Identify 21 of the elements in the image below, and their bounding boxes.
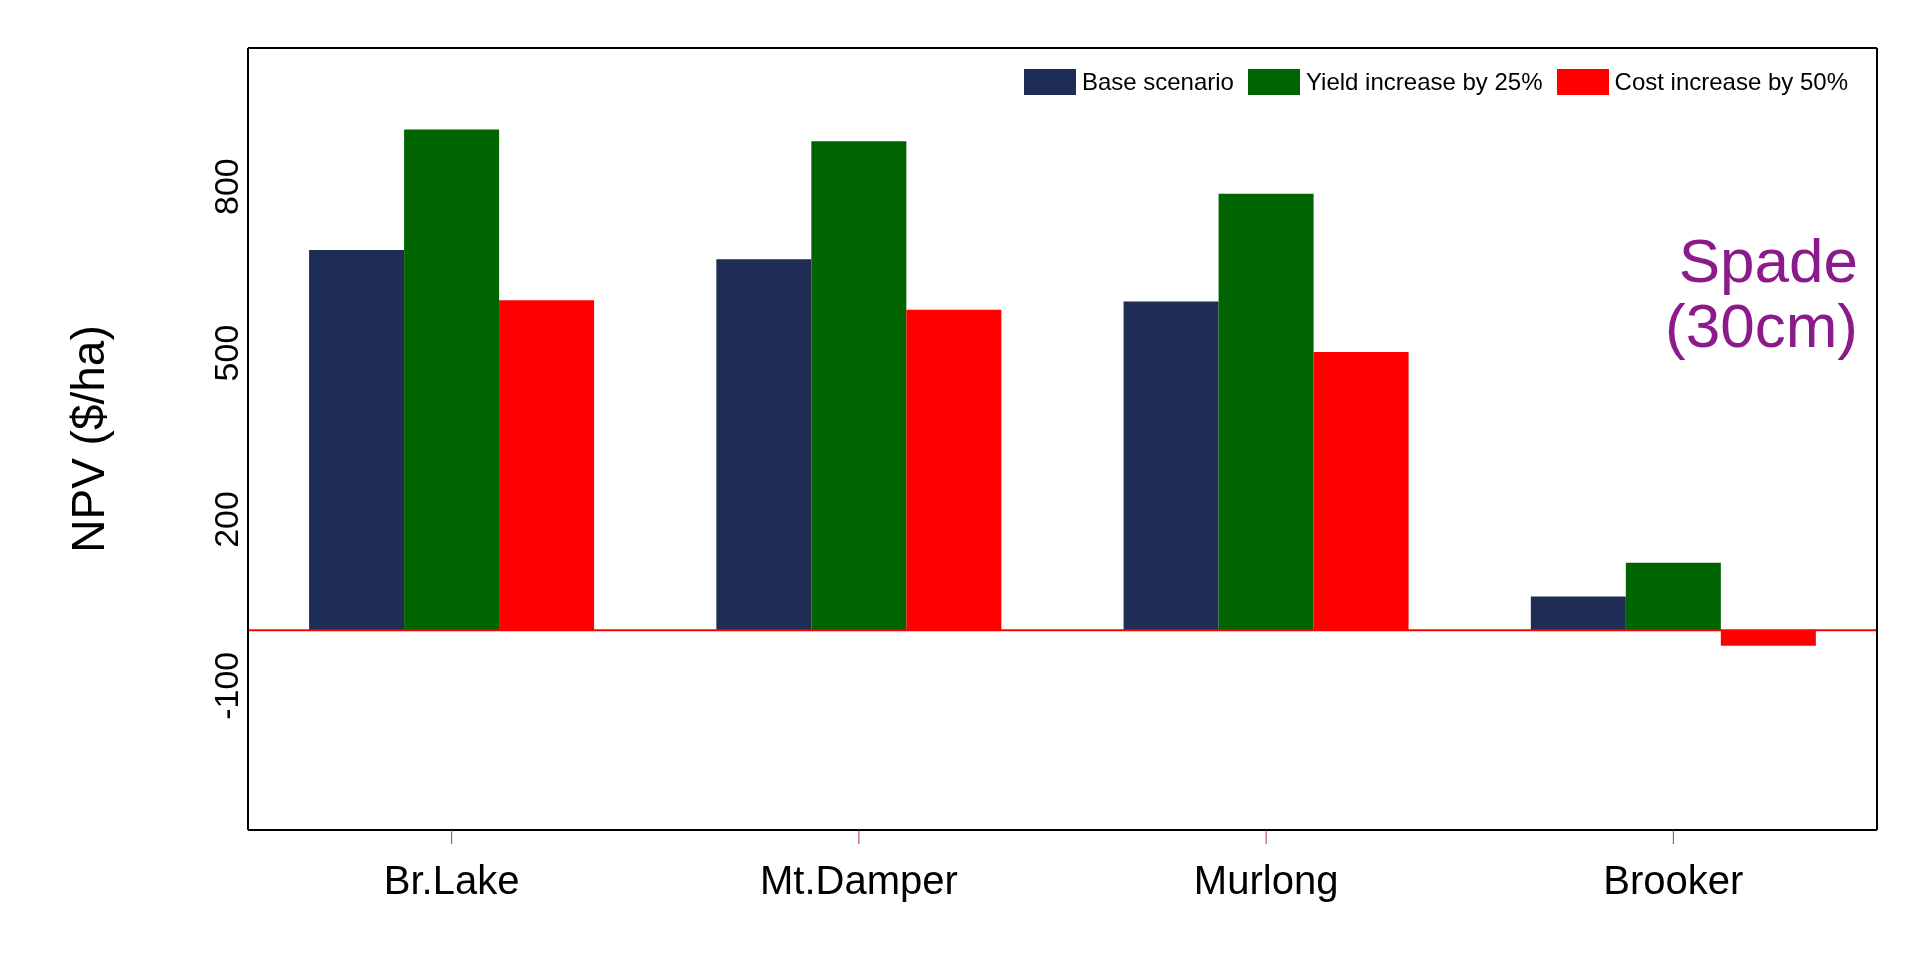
x-tick-label: Mt.Damper (759, 858, 958, 903)
y-tick-label: 200 (207, 491, 245, 548)
bar (1625, 562, 1721, 631)
x-tick-label: Brooker (1603, 858, 1744, 903)
x-tick-label: Br.Lake (383, 858, 520, 903)
y-tick-label: 500 (207, 324, 245, 382)
annotation: Spade (30cm) (1665, 226, 1858, 361)
y-axis-title: NPV ($/ha) (62, 325, 115, 553)
x-tick-label: Murlong (1193, 858, 1339, 903)
legend-label: Base scenario (1080, 68, 1234, 96)
bar (1530, 596, 1626, 631)
y-tick-label: -100 (207, 651, 245, 720)
bar (404, 129, 500, 631)
bar (1123, 301, 1219, 631)
bar (716, 259, 812, 631)
legend-label: Cost increase by 50% (1613, 68, 1848, 96)
legend-label: Yield increase by 25% (1304, 68, 1543, 96)
y-tick-label: 800 (207, 158, 245, 216)
bar (1218, 193, 1314, 631)
bar (309, 249, 405, 631)
bar (811, 141, 907, 631)
